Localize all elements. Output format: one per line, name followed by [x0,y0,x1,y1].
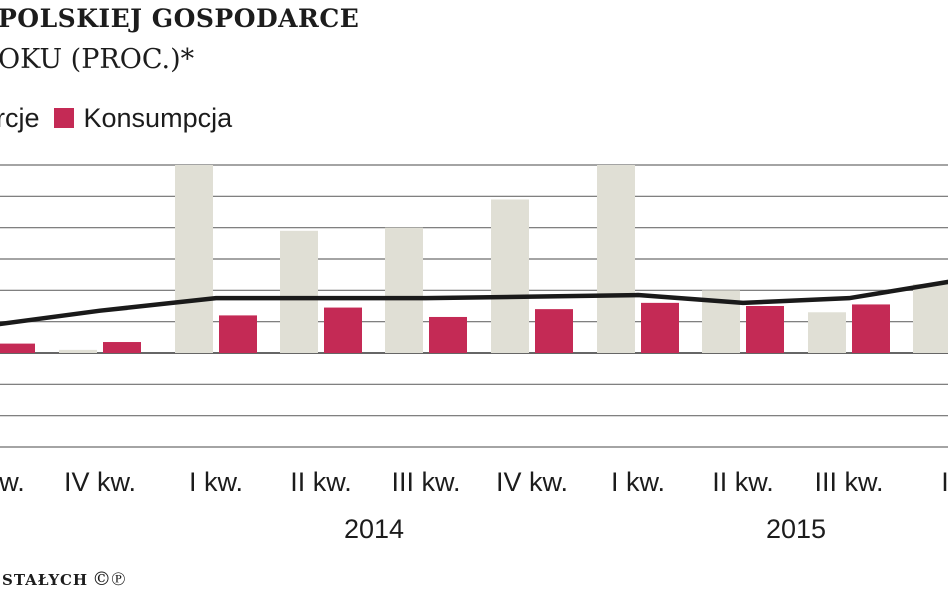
bar-consumption [219,315,257,353]
copyright-logo: ©℗ [92,568,126,590]
bar-investment [59,349,97,353]
chart-title: POLSKIEJ GOSPODARCE [0,4,360,33]
gridlines [0,164,948,448]
x-axis-labels: II kw. IV kw. I kw. II kw. III kw. IV kw. I kw… [0,467,948,497]
bar-consumption [0,343,35,353]
x-tick-label: III kw. [391,467,460,497]
bar-consumption [535,309,573,353]
legend: rcje Konsumpcja [0,100,232,136]
bar-investment [597,165,635,353]
legend-label-investment: rcje [0,102,40,133]
gdp-line-layer [0,279,948,327]
bar-investment [385,227,423,353]
bars [0,165,948,353]
year-label: 2015 [766,514,826,544]
x-tick-label: II kw. [712,467,774,497]
bar-investment [491,199,529,353]
legend-swatch-consumption [53,108,74,128]
bar-consumption [103,342,141,353]
bar-consumption [429,316,467,353]
gdp-line [0,279,948,327]
legend-item-investment: rcje [0,103,40,134]
bar-consumption [641,302,679,353]
x-tick-label: III kw. [814,467,883,497]
bar-investment [280,230,318,353]
x-tick-label: II kw. [290,467,352,497]
x-tick-label: II kw. [0,467,25,497]
bar-consumption [852,304,890,353]
bar-consumption [324,307,362,353]
bar-consumption [746,306,784,353]
x-tick-label: IV kw. [64,467,136,497]
footer: STAŁYCH ©℗ [2,568,126,591]
year-label: 2014 [344,514,404,544]
bar-investment [913,284,948,353]
x-tick-label: I kw. [611,467,665,497]
x-tick-label: IV kw. [496,467,568,497]
source-note: STAŁYCH [2,571,89,589]
x-tick-label: I kw. [189,467,243,497]
bar-investment [175,165,213,353]
legend-label-consumption: Konsumpcja [83,102,233,133]
chart-subtitle: OKU (PROC.)* [0,44,195,75]
bar-investment [808,312,846,353]
year-labels: 2014 2015 [344,514,826,544]
legend-item-consumption: Konsumpcja [40,102,233,134]
x-tick-label: IV [941,467,948,497]
